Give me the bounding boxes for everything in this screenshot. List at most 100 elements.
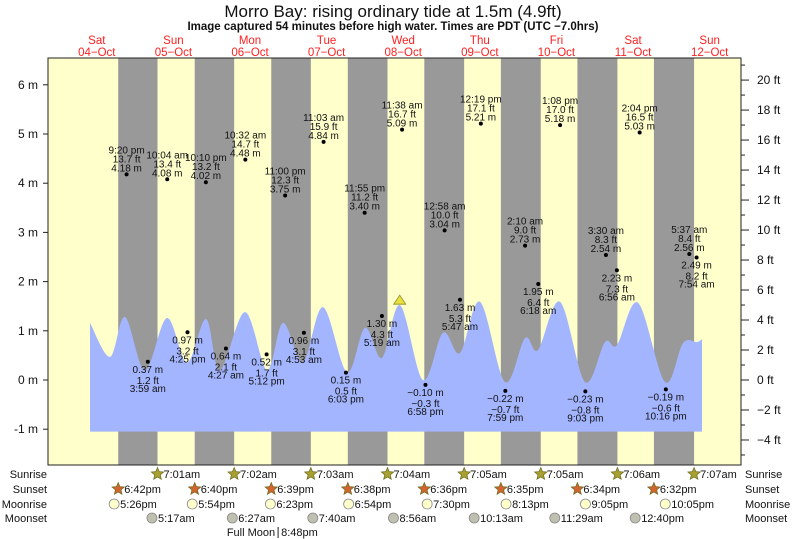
tide-label-ft: 17.1 ft — [467, 104, 495, 115]
tide-label-ft: 13.7 ft — [113, 154, 141, 165]
y-right-tick-label: 20 ft — [757, 73, 781, 87]
tide-label-time: 12:58 am — [424, 201, 466, 212]
chart-subtitle: Image captured 54 minutes before high wa… — [187, 21, 598, 33]
tide-label-ft: 8.2 ft — [685, 271, 707, 282]
moonset-time: 10:13am — [480, 513, 523, 525]
moonrise-time: 8:13pm — [512, 499, 549, 511]
tide-point — [523, 243, 528, 248]
moonset-icon — [146, 512, 158, 524]
y-right-tick-label: 12 ft — [757, 193, 781, 207]
tide-label-ft: 15.9 ft — [310, 122, 338, 133]
tide-point — [536, 282, 541, 287]
tide-label-m: 5.21 m — [466, 113, 497, 124]
y-right-tick-label: −4 ft — [757, 433, 781, 447]
day-labels: Sat04−OctSun05−OctMon06−OctTue07−OctWed0… — [78, 35, 729, 59]
sunset-time: 6:35pm — [507, 484, 544, 496]
low-tide-mark: 0.52 m1.7 ft5:12 pm — [249, 352, 285, 387]
tide-label-time: 6:56 am — [599, 292, 635, 303]
tide-point — [343, 370, 348, 375]
tide-label-time: 1:08 pm — [542, 96, 578, 107]
sunset-time: 6:42pm — [124, 484, 161, 496]
tide-label-m: 3.40 m — [349, 202, 380, 213]
low-tide-mark: 0.37 m1.2 ft3:59 am — [130, 359, 166, 395]
tide-point — [687, 252, 692, 257]
tide-label-time: 12:19 pm — [460, 95, 502, 106]
tide-point — [478, 121, 483, 126]
sunset-icon — [646, 481, 661, 495]
y-axis-feet: −4 ft −2 ft 0 ft 2 ft 4 ft 6 ft 8 ft 10 ft 12 ft… — [741, 64, 781, 456]
tide-label-m: 5.03 m — [624, 122, 655, 133]
tide-label-ft: 8.4 ft — [678, 234, 700, 245]
tide-label-time: 11:03 am — [303, 113, 344, 124]
tide-label-time: 7:54 am — [679, 279, 715, 290]
tide-label-m: −0.19 m — [648, 392, 684, 403]
day-label-dow: Sat — [624, 35, 642, 47]
tide-label-time: 11:38 am — [382, 101, 423, 112]
sunrise-icon — [227, 466, 242, 480]
y-right-tick-label: 10 ft — [757, 223, 781, 237]
tide-label-ft: 14.7 ft — [231, 140, 259, 151]
moonset-icon — [468, 512, 480, 524]
sunset-icon — [570, 481, 585, 495]
moonset-icon — [226, 512, 238, 524]
tide-label-m: 2.49 m — [681, 260, 712, 271]
tide-label-time: 5:37 am — [671, 225, 707, 236]
sunset-icon — [493, 481, 508, 495]
moonset-row-label: Moonset — [5, 513, 47, 525]
moonrise-row-label: Moonrise — [2, 499, 47, 511]
tide-label-m: 2.73 m — [510, 235, 541, 246]
moonset-time: 5:17am — [158, 513, 195, 525]
tide-point — [264, 352, 269, 357]
tide-point — [423, 382, 428, 387]
tide-label-m: 0.97 m — [172, 335, 203, 346]
high-tide-mark: 5:37 am8.4 ft2.56 m — [671, 225, 707, 257]
tide-label-ft: 5.3 ft — [449, 314, 471, 325]
moonrise-icon — [186, 498, 198, 510]
moonrise-icon — [500, 498, 512, 510]
tide-label-time: 10:32 am — [224, 131, 266, 142]
sunrise-time: 7:06am — [623, 469, 660, 481]
day-label-dow: Sun — [699, 35, 719, 47]
sunrise-icon — [303, 466, 318, 480]
moonrise-time: 5:26pm — [120, 499, 157, 511]
tide-label-time: 3:30 am — [588, 226, 624, 237]
tide-point — [503, 388, 508, 393]
y-axis-meters: -1 m 0 m 1 m 2 m 3 m 4 m 5 m 6 m — [14, 78, 48, 436]
sunset-time: 6:38pm — [354, 484, 391, 496]
tide-label-ft: 3.1 ft — [293, 347, 315, 358]
tide-label-ft: 4.3 ft — [371, 330, 393, 341]
tide-label-ft: 1.2 ft — [137, 376, 159, 387]
moonrise-icon — [421, 498, 433, 510]
tide-label-m: 3.04 m — [429, 219, 460, 230]
moonset-icon — [629, 512, 641, 524]
tide-label-ft: 17.0 ft — [546, 105, 574, 116]
moonset-time: 12:40pm — [641, 513, 684, 525]
tide-point — [458, 297, 463, 302]
day-label-date: 08−Oct — [385, 47, 423, 59]
sunset-row-label: Sunset — [13, 484, 47, 496]
tide-label-ft: 16.5 ft — [626, 113, 654, 124]
tide-label-m: 0.64 m — [211, 352, 242, 363]
sunrise-icon — [533, 466, 548, 480]
y-tick-label: -1 m — [14, 422, 38, 436]
sunset-time: 6:39pm — [277, 484, 314, 496]
tide-label-m: 2.54 m — [591, 244, 622, 255]
day-label-dow: Fri — [550, 35, 563, 47]
tide-label-time: 6:03 pm — [328, 395, 364, 406]
sunrise-time: 7:01am — [164, 469, 201, 481]
tide-label-time: 2:04 pm — [622, 104, 658, 115]
high-tide-mark: 2:10 am9.0 ft2.73 m — [507, 217, 543, 248]
sunset-time: 6:36pm — [430, 484, 467, 496]
tide-label-time: 2:10 am — [507, 217, 543, 228]
y-right-tick-label: 18 ft — [757, 103, 781, 117]
tide-label-time: 4:27 am — [208, 371, 244, 382]
sunrise-icon — [380, 466, 395, 480]
moonrise-time: 9:05pm — [591, 499, 628, 511]
tide-point — [243, 157, 248, 162]
